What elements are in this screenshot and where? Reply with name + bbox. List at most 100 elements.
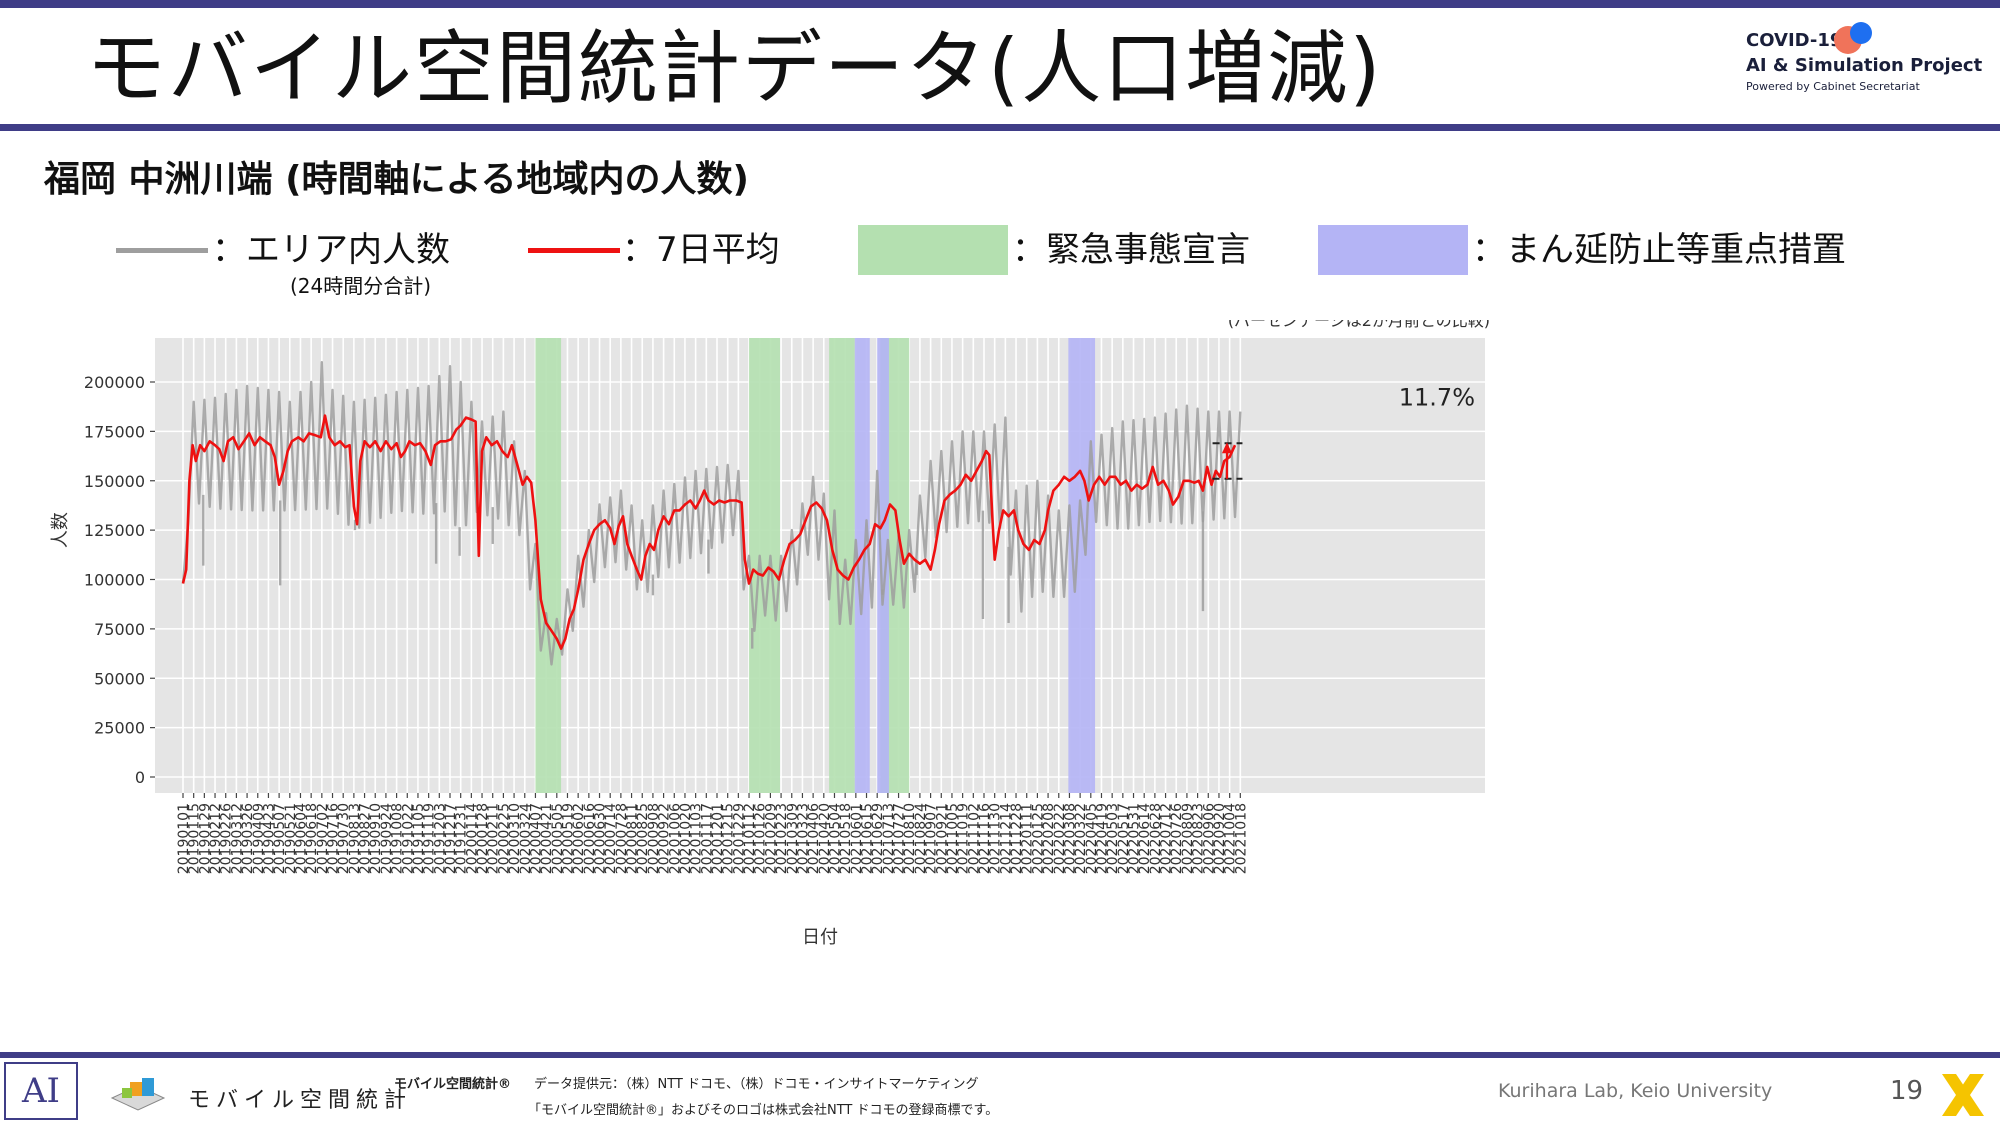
- x-tick-label: 20200310: [507, 803, 523, 874]
- x-tick-label: 20191105: [411, 803, 427, 874]
- x-tick-label: 20210518: [838, 803, 854, 874]
- x-tick-label: 20210420: [817, 803, 833, 874]
- x-tick-label: 20220517: [1116, 803, 1132, 874]
- x-tick-label: 20200519: [561, 803, 577, 874]
- footer-brand: モバイル空間統計: [188, 1088, 413, 1113]
- x-tick-label: 20200728: [614, 803, 630, 874]
- x-tick-label: 20210629: [870, 803, 886, 874]
- legend-raw-note: (24時間分合計): [290, 274, 432, 298]
- prevention-period: [877, 338, 889, 793]
- y-tick-label: 175000: [84, 422, 145, 441]
- chart: 0 25000 50000 75000 100000 125000 150000 175000…: [30, 311, 1960, 1040]
- footer-rule: [0, 1052, 2000, 1058]
- y-tick-label: 25000: [94, 719, 145, 738]
- x-tick-label: 20190730: [336, 803, 352, 874]
- x-tick-label: 20211116: [977, 803, 993, 874]
- x-tick-label: 20220531: [1127, 803, 1143, 874]
- y-tick-label: 125000: [84, 521, 145, 540]
- lab-name: Kurihara Lab, Keio University: [1498, 1080, 1773, 1102]
- x-tick-label: 20220503: [1105, 803, 1121, 874]
- x-tick-label: 20211214: [998, 803, 1014, 874]
- x-tick-label: 20220712: [1159, 803, 1175, 874]
- y-axis-label: 人数: [50, 512, 71, 548]
- x-tick-label: 20201006: [667, 803, 683, 874]
- x-tick-label: 20200922: [657, 803, 673, 874]
- y-tick-label: 150000: [84, 472, 145, 491]
- x-tick-label: 20190129: [197, 803, 213, 874]
- x-tick-label: 20191008: [390, 803, 406, 874]
- legend-avg-label: ：7日平均: [622, 230, 780, 270]
- x-tick-label: 20200505: [550, 803, 566, 874]
- x-tick-label: 20190521: [283, 803, 299, 874]
- prevention-period: [854, 338, 870, 793]
- top-bar: [0, 0, 2000, 8]
- chart-svg: 0 25000 50000 75000 100000 125000 150000 175000…: [50, 311, 1490, 948]
- x-tick-label: 20201215: [721, 803, 737, 874]
- y-tick-label: 200000: [84, 373, 145, 392]
- x-tick-label: 20200825: [635, 803, 651, 874]
- x-axis-label: 日付: [802, 927, 838, 948]
- x-tick-label: 20201103: [689, 803, 705, 874]
- x-tick-label: 20201201: [710, 803, 726, 874]
- x-tick-label: 20200421: [539, 803, 555, 874]
- x-tick-label: 20220906: [1201, 803, 1217, 874]
- x-tick-label: 20220405: [1084, 803, 1100, 874]
- x-tick-label: 20220920: [1212, 803, 1228, 874]
- x-tick-label: 20190716: [326, 803, 342, 874]
- x-tick-label: 20191203: [432, 803, 448, 874]
- x-tick-label: 20200714: [603, 803, 619, 874]
- x-tick-label: 20190409: [251, 803, 267, 874]
- x-tick-label: 20210907: [924, 803, 940, 874]
- x-tick-label: 20190827: [358, 803, 374, 874]
- legend-emergency-label: ：緊急事態宣言: [1012, 230, 1250, 270]
- x-tick-label: 20211130: [988, 803, 1004, 874]
- footer-provider: データ提供元：（株）NTT ドコモ、（株）ドコモ・インサイトマーケティング: [534, 1077, 979, 1092]
- x-tick-label: 20201229: [731, 803, 747, 874]
- x-tick-label: 20191217: [443, 803, 459, 874]
- x-tick-label: 20210223: [774, 803, 790, 874]
- x-tick-label: 20201117: [699, 803, 715, 874]
- x-tick-label: 20190507: [272, 803, 288, 874]
- x-tick-label: 20220726: [1169, 803, 1185, 874]
- x-tick-label: 20210112: [742, 803, 758, 874]
- x-tick-label: 20200128: [475, 803, 491, 874]
- x-tick-label: 20220809: [1180, 803, 1196, 874]
- chart-subtitle: 福岡 中洲川端 (時間軸による地域内の人数): [44, 159, 749, 200]
- x-tick-label: 20210323: [795, 803, 811, 874]
- x-tick-label: 20211228: [1009, 803, 1025, 874]
- x-tick-label: 20200225: [496, 803, 512, 874]
- ai-logo: AI: [4, 1062, 78, 1120]
- x-tick-label: 20200211: [486, 803, 502, 874]
- x-tick-label: 20210504: [828, 803, 844, 874]
- project-logo: COVID-19 AI & Simulation Project Powered…: [1746, 22, 1986, 112]
- x-tick-label: 20191119: [422, 803, 438, 874]
- x-tick-label: 20210713: [881, 803, 897, 874]
- x-tick-label: 20220125: [1030, 803, 1046, 874]
- legend-prevention-swatch: [1318, 225, 1468, 275]
- x-tick-label: 20210810: [902, 803, 918, 874]
- x-tick-label: 20220308: [1062, 803, 1078, 874]
- footer-trademark: 「モバイル空間統計®」およびそのロゴは株式会社NTT ドコモの登録商標です。: [528, 1103, 999, 1118]
- legend-raw-label: ：エリア内人数: [212, 230, 450, 270]
- x-tick-label: 20190326: [240, 803, 256, 874]
- logo-line2: AI & Simulation Project: [1746, 55, 1983, 76]
- x-tick-label: 20200616: [582, 803, 598, 874]
- x-tick-label: 20190101: [176, 803, 192, 874]
- x-tick-label: 20210615: [860, 803, 876, 874]
- footer-brand-mark: モバイル空間統計®: [394, 1077, 512, 1092]
- legend-prevention-label: ：まん延防止等重点措置: [1472, 230, 1846, 270]
- x-tick-label: 20200324: [518, 803, 534, 874]
- x-tick-label: 20210209: [763, 803, 779, 874]
- x-tick-label: 20190924: [379, 803, 395, 874]
- x-tick-label: 20210601: [849, 803, 865, 874]
- x-tick-label: 20190115: [187, 803, 203, 874]
- x-tick-label: 20190813: [347, 803, 363, 874]
- x-tick-label: 20200630: [593, 803, 609, 874]
- logo-blue-dot: [1850, 22, 1872, 44]
- legend-emergency-swatch: [858, 225, 1008, 275]
- x-tick-label: 20190423: [261, 803, 277, 874]
- y-tick-label: 100000: [84, 571, 145, 590]
- logo-line1: COVID-19: [1746, 30, 1843, 51]
- legend-raw-swatch: [116, 248, 208, 253]
- x-tick-label: 20220322: [1073, 803, 1089, 874]
